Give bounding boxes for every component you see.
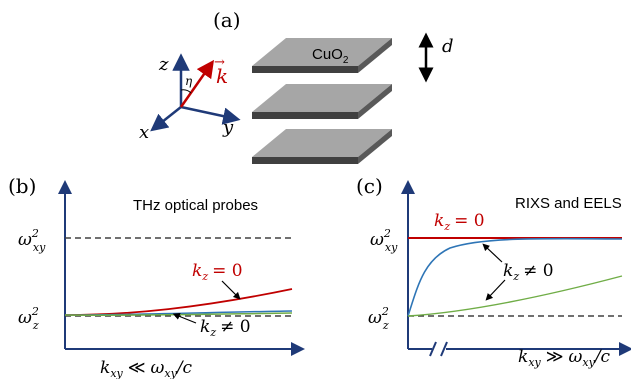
panel-b: (b) THz optical probes ω2 xy ω2 z kz = 0 kz… <box>8 174 305 379</box>
cuo2-plate-bottom <box>252 129 392 164</box>
panel-c: (c) RIXS and EELS ω2 xy ω2 z kz = 0 kz ≠ 0 k… <box>356 174 631 369</box>
panel-a: (a) z y x η k → <box>139 8 454 164</box>
panel-c-curve-blue <box>407 237 623 317</box>
wavevector-arrow <box>179 59 215 108</box>
panel-c-annotation-other: kz ≠ 0 <box>503 261 554 283</box>
panel-c-annotation-pointer-blue <box>482 243 503 263</box>
panel-c-level-high-label: ω2 xy <box>370 227 398 254</box>
panel-b-annotation-other-pointer <box>172 312 197 324</box>
cuo2-label: CuO2 <box>312 46 349 66</box>
angle-arc <box>180 89 192 94</box>
z-axis-label: z <box>158 54 169 75</box>
angle-label: η <box>185 74 193 88</box>
wavevector-label: k <box>216 64 228 88</box>
panel-a-label: (a) <box>213 8 241 32</box>
x-axis <box>150 106 182 132</box>
y-axis-label: y <box>222 117 234 138</box>
panel-c-annotation-red: kz = 0 <box>434 211 485 233</box>
panel-c-level-low-label: ω2 z <box>368 305 389 332</box>
cuo2-plate-middle <box>252 84 392 119</box>
panel-b-level-low-label: ω2 z <box>18 305 39 332</box>
spacing-label: d <box>442 36 454 57</box>
panel-c-curve-green <box>407 275 623 317</box>
x-axis-label: x <box>139 122 149 143</box>
panel-b-level-high-label: ω2 xy <box>18 227 46 254</box>
cuo2-plate-top <box>252 38 392 73</box>
wavevector-vector-arrow: → <box>214 55 225 70</box>
panel-b-annotation-red-pointer <box>221 280 241 300</box>
panel-b-annotation-other: kz ≠ 0 <box>200 317 251 339</box>
panel-b-label: (b) <box>8 174 36 198</box>
y-axis <box>180 105 241 125</box>
cuo2-layers: CuO2 <box>252 38 392 164</box>
panel-b-title: THz optical probes <box>133 197 258 214</box>
coordinate-axes: z y x η k → <box>139 53 241 143</box>
panel-c-title: RIXS and EELS <box>515 195 622 212</box>
panel-c-x-axis-label: kxy ≫ ωxy/c <box>518 347 611 369</box>
panel-c-annotation-pointer-green <box>485 279 506 301</box>
panel-b-annotation-red: kz = 0 <box>192 261 243 283</box>
panel-c-label: (c) <box>356 174 383 198</box>
panel-b-x-axis-label: kxy ≪ ωxy/c <box>100 358 193 379</box>
panel-c-axis-break <box>429 341 448 357</box>
